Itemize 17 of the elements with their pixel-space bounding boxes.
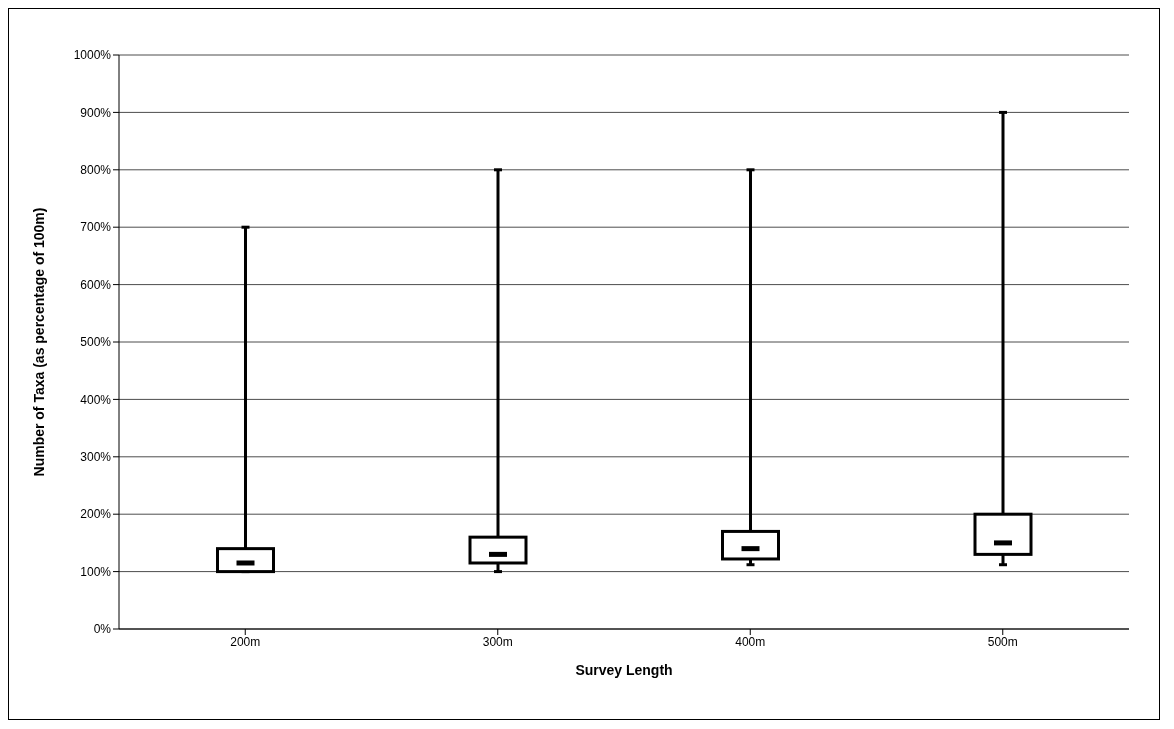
- y-tick-label: 700%: [80, 220, 112, 235]
- y-tick-label: 900%: [80, 105, 112, 120]
- y-tick-label: 800%: [80, 163, 112, 178]
- y-tick-label: 100%: [80, 564, 112, 579]
- y-tick-label: 500%: [80, 335, 112, 350]
- y-tick-label: 200%: [80, 507, 112, 522]
- y-tick-label: 400%: [80, 392, 112, 407]
- y-tick-label: 1000%: [73, 48, 112, 63]
- y-tick-label: 600%: [80, 277, 112, 292]
- x-tick-label: 500m: [987, 634, 1018, 649]
- x-tick-label: 200m: [230, 634, 261, 649]
- x-axis-title: Survey Length: [575, 662, 673, 678]
- y-axis-title: Number of Taxa (as percentage of 100m): [30, 207, 47, 477]
- x-tick-label: 300m: [482, 634, 513, 649]
- x-tick-label: 400m: [735, 634, 766, 649]
- y-tick-label: 300%: [80, 450, 112, 465]
- y-tick-label: 0%: [93, 622, 112, 637]
